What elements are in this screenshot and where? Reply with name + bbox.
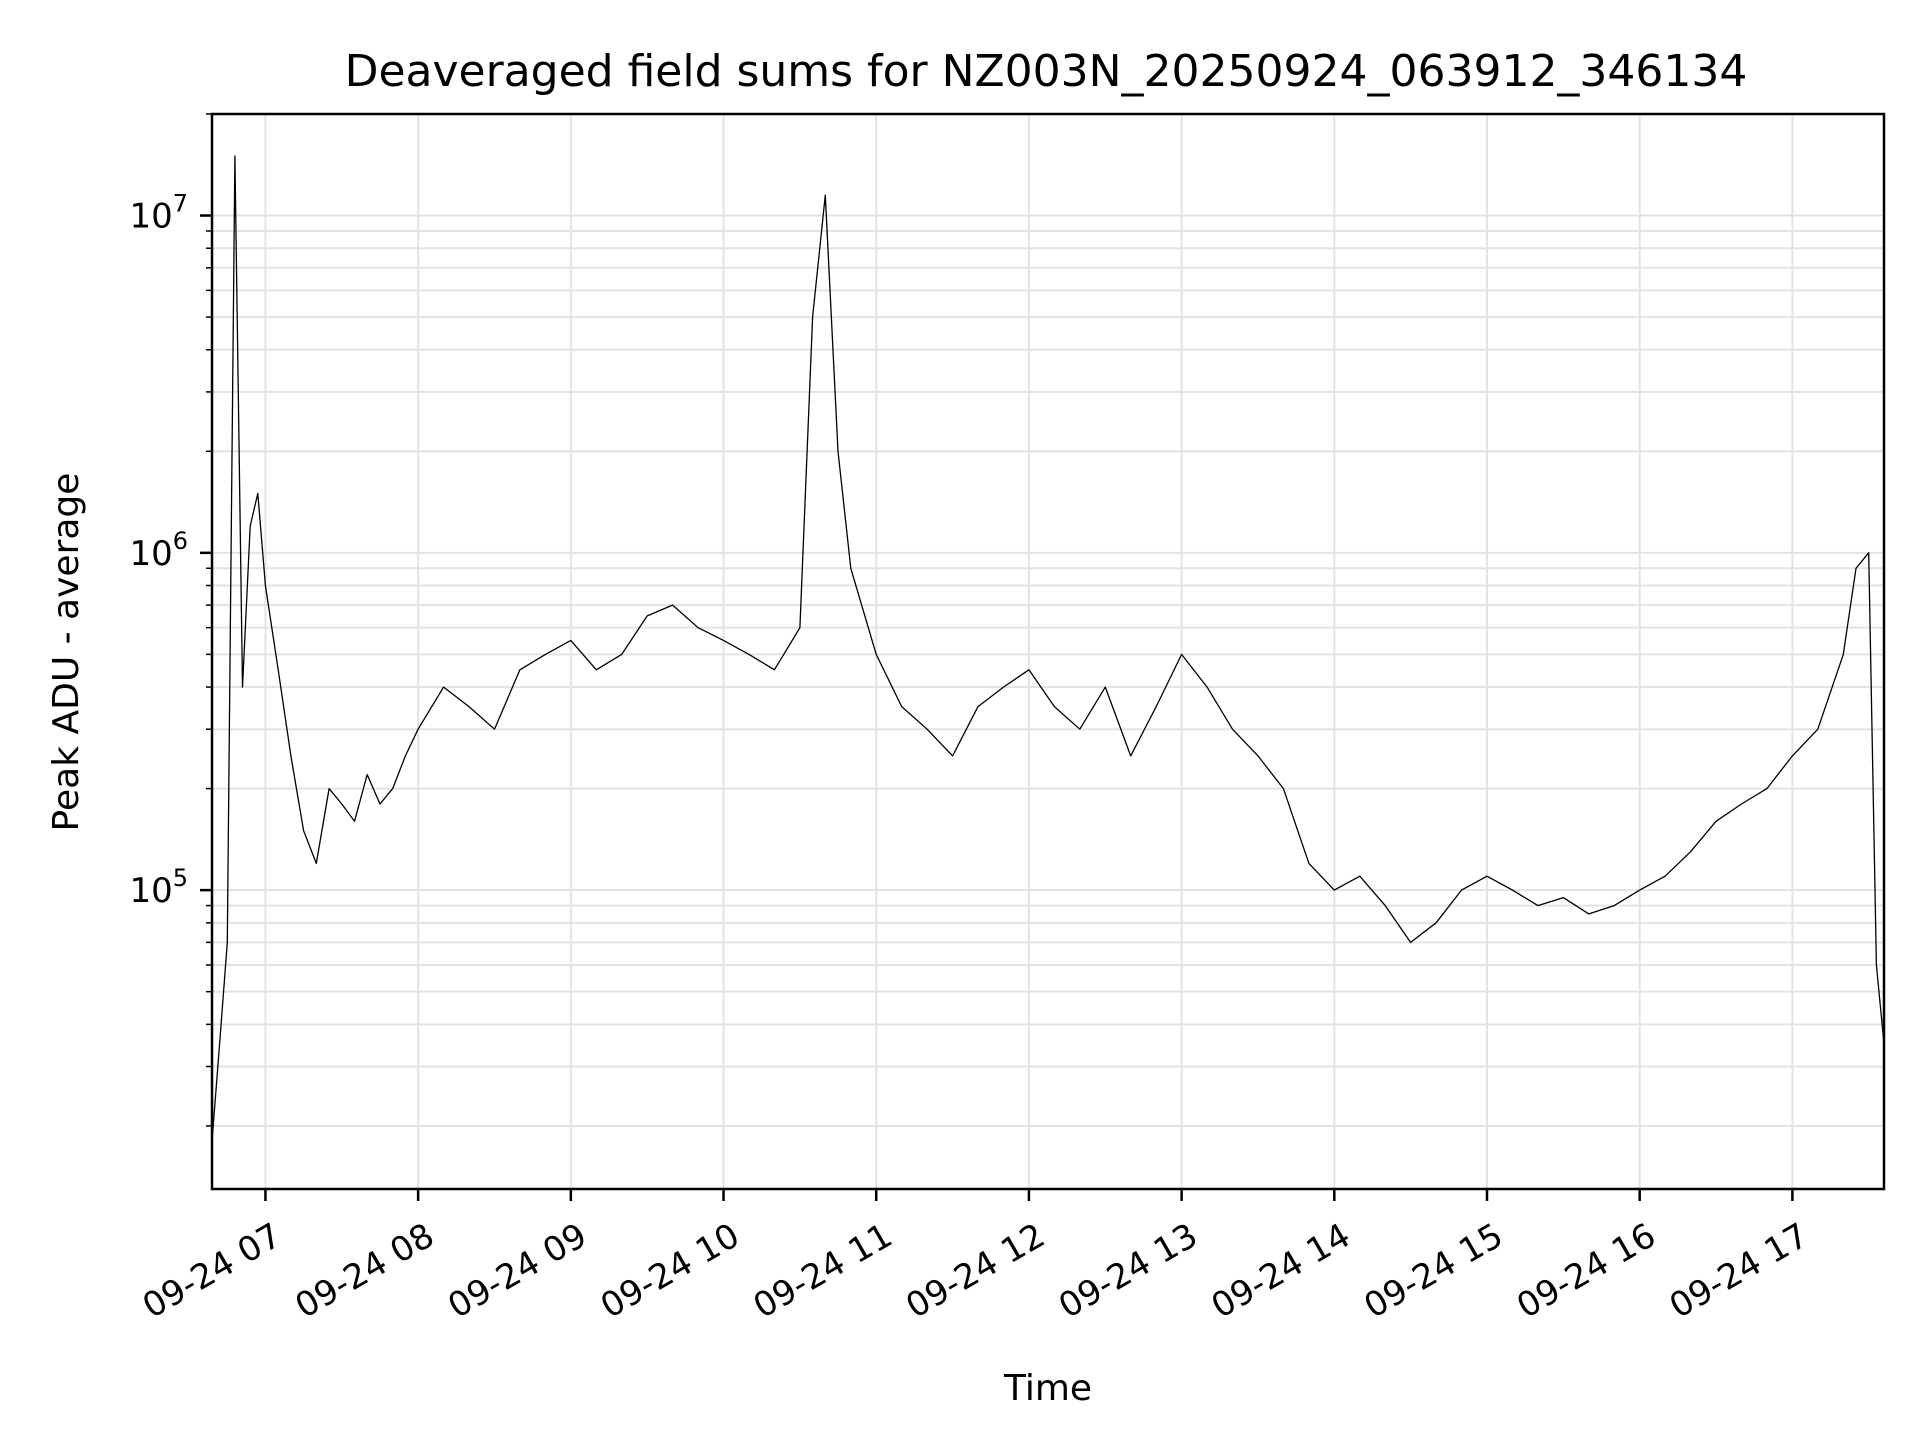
y-tick-label: 106 (129, 527, 188, 574)
y-tick-label: 107 (129, 190, 188, 237)
chart-title: Deaveraged field sums for NZ003N_2025092… (345, 46, 1748, 97)
plot-frame (210, 112, 1886, 1191)
grid (212, 113, 1884, 1189)
series-line (211, 155, 1885, 1142)
series-layer (211, 155, 1885, 1142)
y-tick-label: 105 (129, 864, 188, 911)
x-axis-label: Time (1003, 1368, 1092, 1409)
y-axis-label: Peak ADU - average (46, 473, 87, 832)
y-axis: 105 106 107 (129, 113, 212, 1127)
